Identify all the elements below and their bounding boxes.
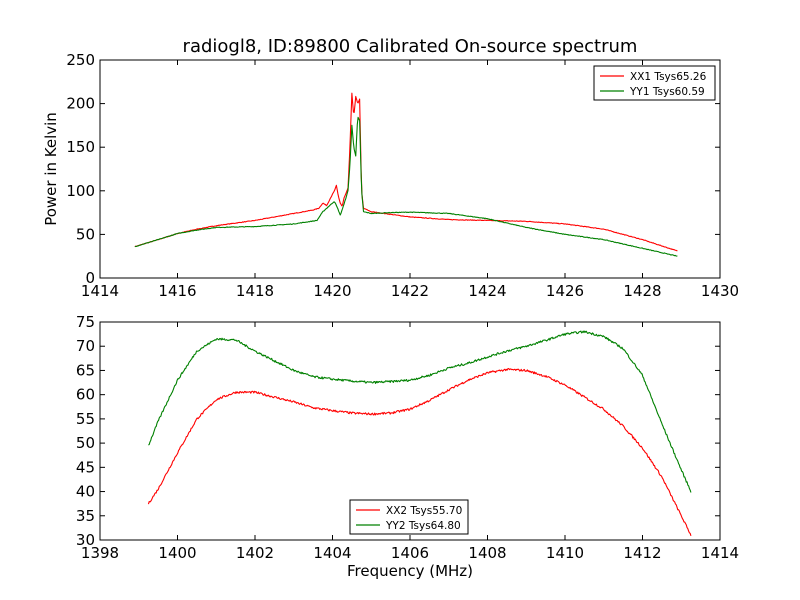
- series-line-yy2: [148, 330, 692, 493]
- legend-box: [593, 65, 716, 101]
- y-tick-label: 150: [66, 138, 95, 156]
- x-tick-label: 1428: [623, 282, 661, 300]
- y-tick-label: 200: [66, 95, 95, 113]
- y-tick-label: 30: [76, 531, 95, 549]
- legend-label: YY2 Tsys64.80: [385, 520, 461, 532]
- y-tick-label: 35: [76, 507, 95, 525]
- y-tick-label: 100: [66, 182, 95, 200]
- x-tick-label: 1400: [158, 544, 196, 562]
- y-tick-label: 50: [76, 434, 95, 452]
- legend-label: YY1 Tsys60.59: [629, 86, 705, 98]
- series-line-yy1: [134, 116, 678, 257]
- y-tick-label: 250: [66, 51, 95, 69]
- x-tick-label: 1412: [623, 544, 661, 562]
- x-tick-label: 1424: [468, 282, 506, 300]
- legend-label: XX1 Tsys65.26: [630, 71, 707, 83]
- x-tick-label: 1410: [546, 544, 584, 562]
- chart-top: 1414 1416 1418 1420 1422 1424 1426 1428 1430 0 50 1…: [42, 36, 739, 300]
- series-line-xx2: [147, 367, 692, 537]
- x-tick-label: 1406: [391, 544, 429, 562]
- y-axis-label: Power in Kelvin: [42, 112, 60, 226]
- x-tick-label: 1404: [313, 544, 351, 562]
- y-tick-label: 55: [76, 410, 95, 428]
- y-tick-label: 60: [76, 386, 95, 404]
- x-tick-label: 1420: [313, 282, 351, 300]
- y-tick-label: 45: [76, 458, 95, 476]
- y-tick-label: 75: [76, 313, 95, 331]
- x-tick-label: 1402: [236, 544, 274, 562]
- x-tick-label: 1426: [546, 282, 584, 300]
- y-tick-label: 65: [76, 361, 95, 379]
- x-tick-label: 1408: [468, 544, 506, 562]
- chart-bottom: 1398 1400 1402 1404 1406 1408 1410 1412 1414 30 35…: [76, 313, 739, 580]
- y-tick-label: 50: [76, 225, 95, 243]
- x-tick-label: 1398: [81, 544, 119, 562]
- series-line-xx1: [134, 92, 678, 252]
- x-axis-label: Frequency (MHz): [347, 562, 473, 580]
- x-tick-label: 1414: [701, 544, 739, 562]
- x-tick-label: 1414: [81, 282, 119, 300]
- legend-box: [349, 499, 469, 535]
- legend-label: XX2 Tsys55.70: [386, 505, 462, 517]
- x-tick-label: 1418: [236, 282, 274, 300]
- x-tick-label: 1430: [701, 282, 739, 300]
- chart-title: radiogl8, ID:89800 Calibrated On-source …: [183, 36, 638, 57]
- x-tick-label: 1422: [391, 282, 429, 300]
- y-tick-label: 0: [85, 269, 95, 287]
- x-tick-label: 1416: [158, 282, 196, 300]
- y-tick-label: 70: [76, 337, 95, 355]
- y-tick-label: 40: [76, 483, 95, 501]
